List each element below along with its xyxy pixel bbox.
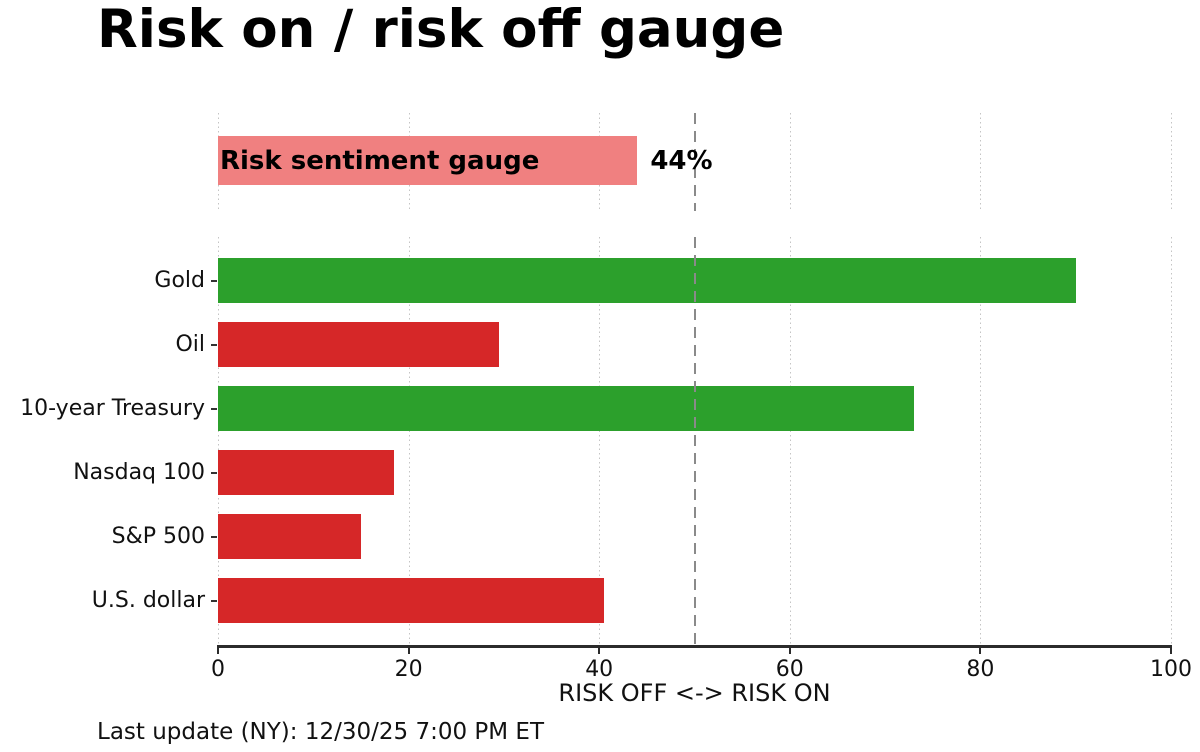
last-update-note: Last update (NY): 12/30/25 7:00 PM ET (97, 719, 545, 745)
chart-title: Risk on / risk off gauge (97, 0, 785, 60)
y-tick-label-10-year-treasury: 10-year Treasury (20, 396, 205, 421)
reference-line-50 (693, 237, 696, 646)
x-tick-mark-60 (788, 648, 791, 654)
gridline-x80 (980, 113, 982, 211)
y-tick-mark-10-year-treasury (211, 407, 217, 410)
reference-line-50 (693, 113, 696, 211)
y-tick-mark-nasdaq-100 (211, 471, 217, 474)
gridline-x20 (408, 237, 410, 646)
gridline-x40 (599, 237, 601, 646)
x-tick-label-20: 20 (394, 657, 423, 682)
x-tick-mark-40 (598, 648, 601, 654)
bar-gold (218, 258, 1076, 303)
x-tick-label-80: 80 (966, 657, 995, 682)
gauge-bar: Risk sentiment gauge (218, 136, 638, 185)
gauge-bar-label: Risk sentiment gauge (220, 145, 540, 176)
y-tick-mark-gold (211, 279, 217, 282)
gauge-subplot: Risk sentiment gauge 44% (218, 113, 1172, 211)
x-tick-label-0: 0 (211, 657, 225, 682)
y-tick-mark-u-s-dollar (211, 599, 217, 602)
y-tick-label-gold: Gold (154, 268, 205, 293)
gauge-value-label: 44% (650, 145, 713, 176)
x-tick-label-60: 60 (775, 657, 804, 682)
x-tick-label-100: 100 (1150, 657, 1192, 682)
gridline-x60 (789, 237, 791, 646)
bar-10-year-treasury (218, 386, 914, 431)
y-tick-label-s-p-500: S&P 500 (111, 524, 205, 549)
x-tick-label-40: 40 (585, 657, 614, 682)
bar-u-s-dollar (218, 578, 604, 623)
x-tick-mark-100 (1170, 648, 1172, 654)
gridline-x80 (980, 237, 982, 646)
bar-nasdaq-100 (218, 450, 395, 495)
gridline-x60 (789, 113, 791, 211)
gridline-x100 (1171, 113, 1172, 211)
x-tick-mark-0 (217, 648, 219, 654)
bar-s-p-500 (218, 514, 361, 559)
y-tick-label-nasdaq-100: Nasdaq 100 (73, 460, 205, 485)
x-tick-mark-20 (407, 648, 410, 654)
y-tick-mark-oil (211, 343, 217, 346)
x-axis-spine (217, 645, 1172, 648)
bars-subplot: Gold Oil 10-year Treasury Nasdaq 100 S&P 500… (20, 237, 1172, 646)
bar-oil (218, 322, 500, 367)
x-axis-title: RISK OFF <-> RISK ON (558, 679, 831, 707)
y-tick-label-u-s-dollar: U.S. dollar (91, 588, 205, 613)
gridline-x100 (1171, 237, 1172, 646)
gridline-x0 (218, 237, 219, 646)
x-tick-mark-80 (979, 648, 982, 654)
y-tick-mark-s-p-500 (211, 535, 217, 538)
y-tick-label-oil: Oil (175, 332, 205, 357)
